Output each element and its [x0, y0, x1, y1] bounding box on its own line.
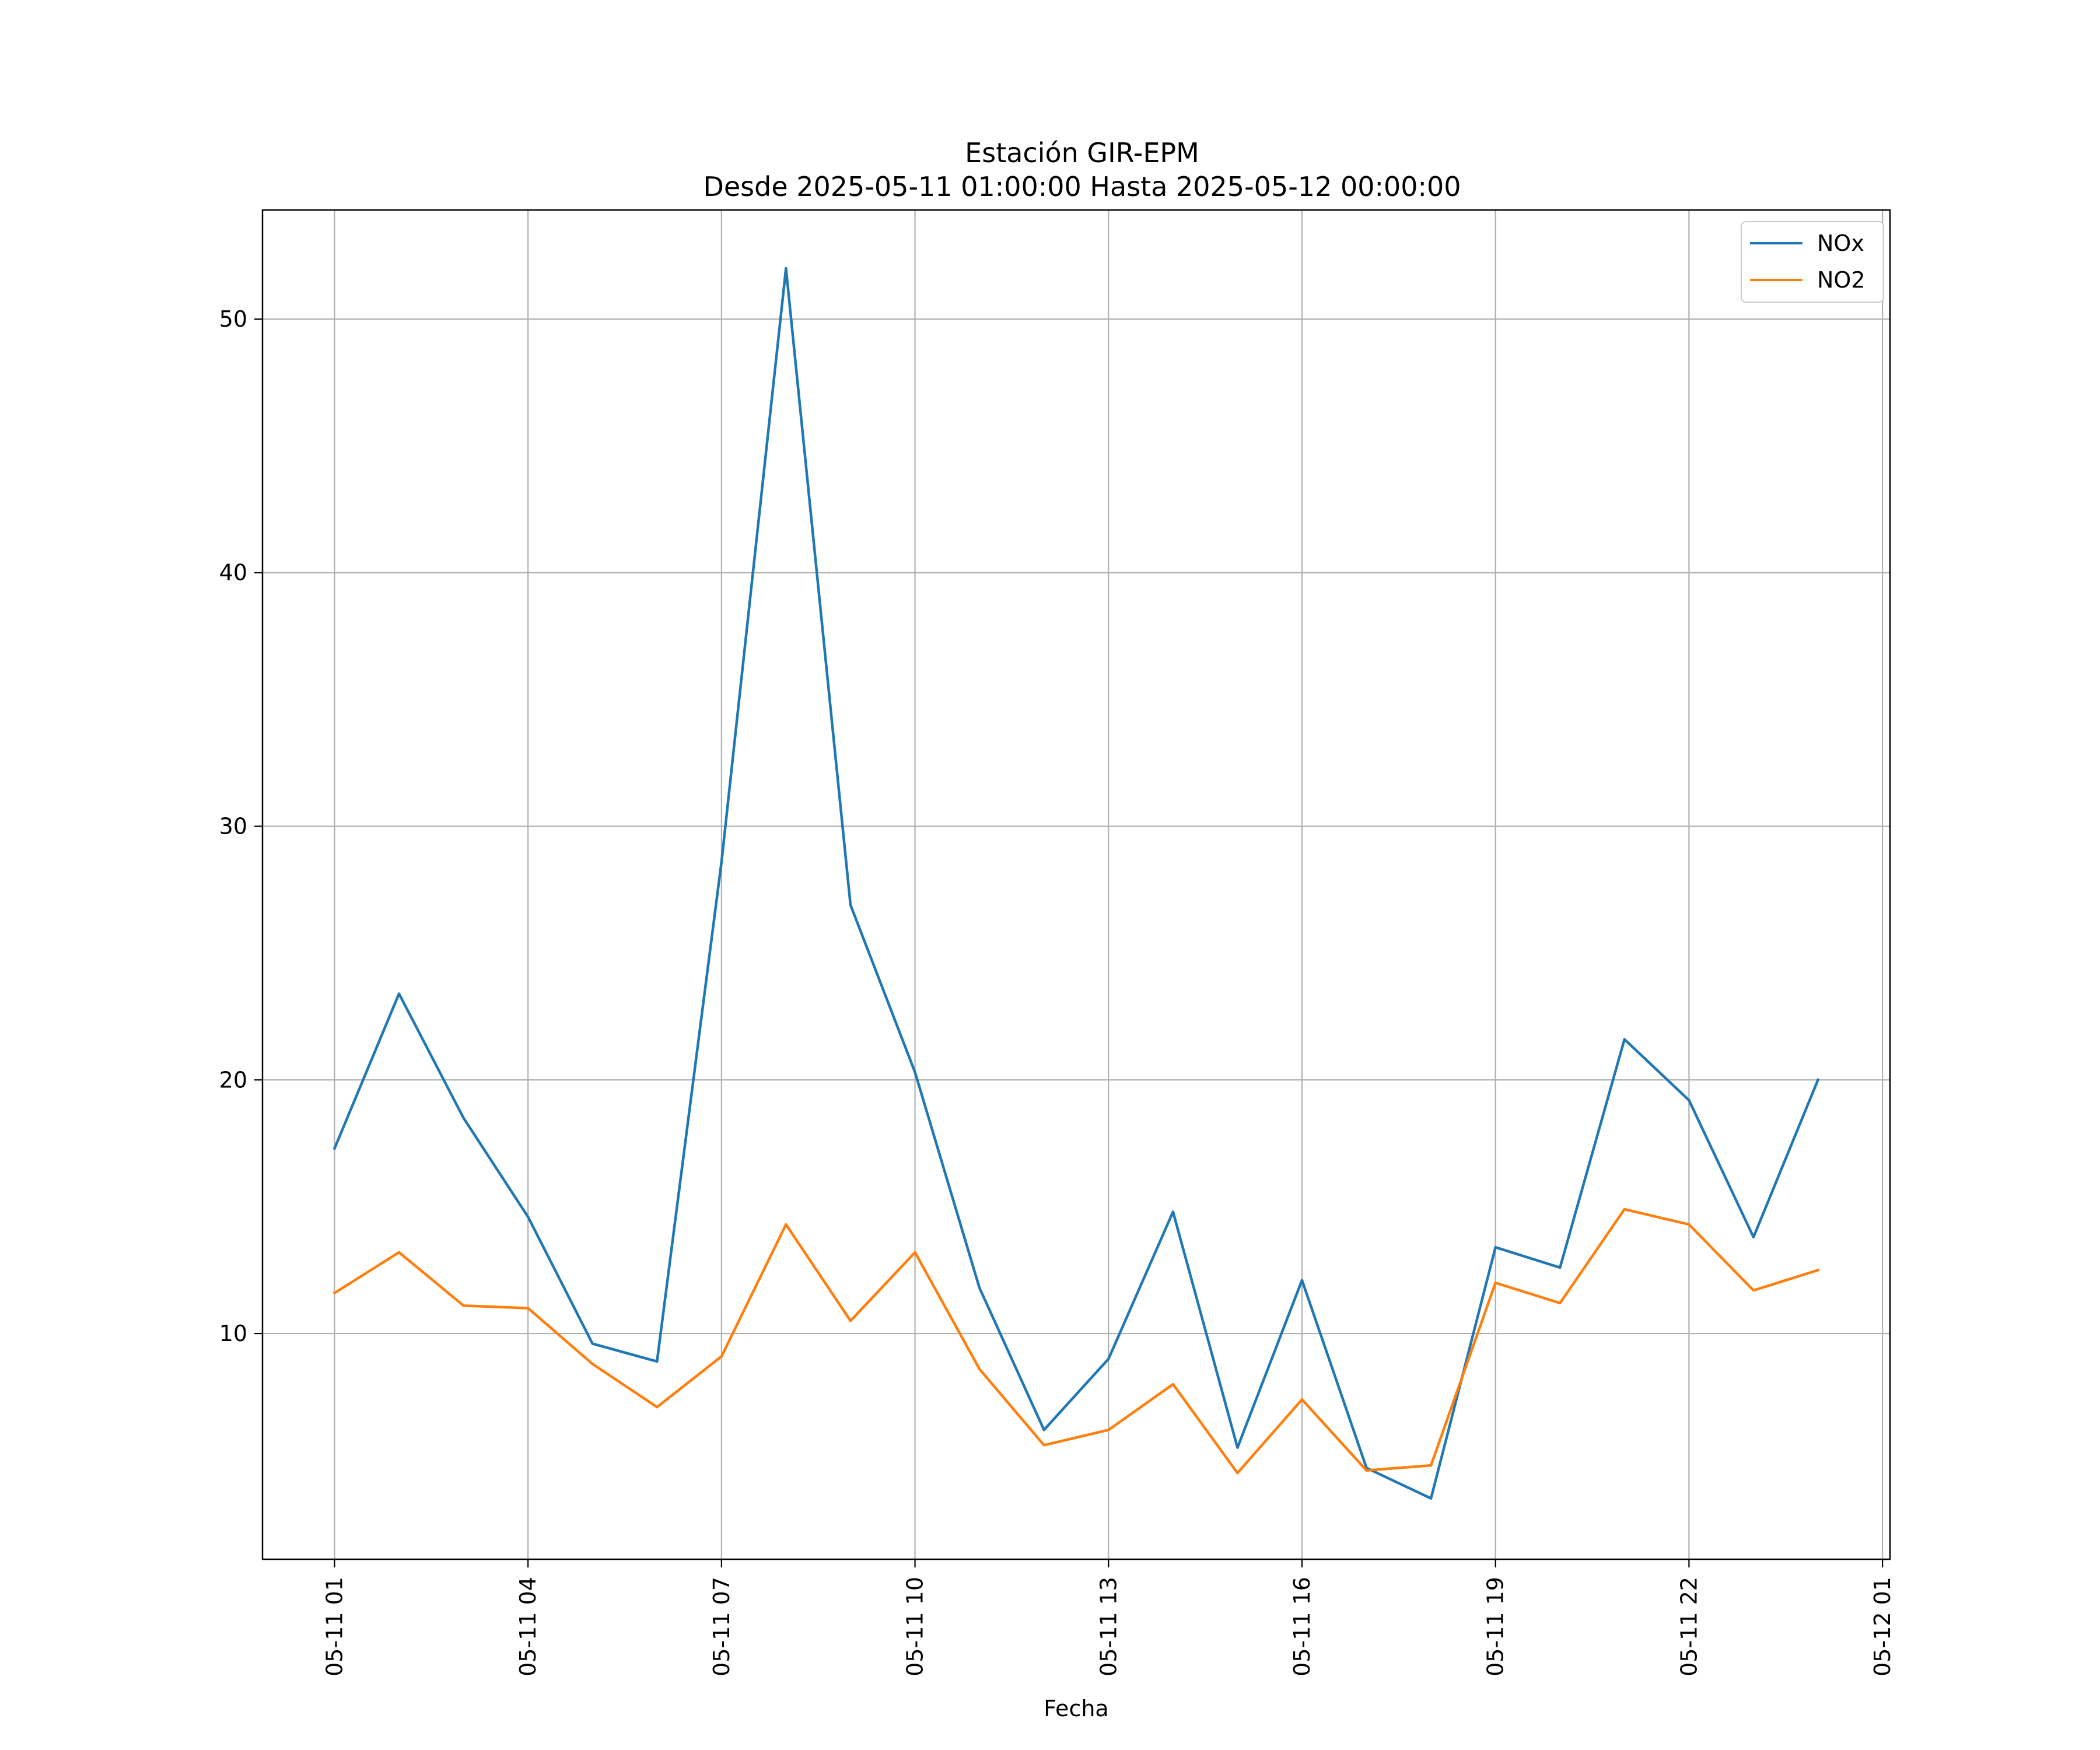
x-tick-label: 05-11 01 — [321, 1577, 347, 1676]
axis-ticks — [254, 318, 1884, 1567]
plot-area-frame — [261, 209, 1891, 1560]
x-tick-label: 05-11 16 — [1289, 1577, 1315, 1676]
grid-lines — [262, 210, 1890, 1559]
legend-label-nox: NOx — [1817, 230, 1864, 256]
x-tick-label: 05-12 01 — [1870, 1577, 1895, 1676]
chart-subtitle: Desde 2025-05-11 01:00:00 Hasta 2025-05-… — [703, 171, 1461, 202]
series-line-nox — [332, 267, 1820, 1500]
y-tick-label: 30 — [219, 814, 247, 839]
y-tick-label: 50 — [219, 306, 247, 332]
x-axis-tick-labels: 05-11 01 05-11 04 05-11 07 05-11 10 05-11 13… — [321, 1577, 1895, 1676]
legend-box — [1741, 221, 1884, 303]
y-tick-label: 20 — [219, 1067, 247, 1093]
y-axis-tick-labels: 10 20 30 40 50 — [219, 306, 247, 1346]
x-axis-title: Fecha — [1044, 1696, 1108, 1721]
legend-label-no2: NO2 — [1817, 267, 1866, 293]
x-tick-label: 05-11 22 — [1676, 1577, 1702, 1676]
chart-title: Estación GIR-EPM — [965, 137, 1199, 169]
legend: NOx NO2 — [1741, 221, 1884, 303]
x-tick-label: 05-11 10 — [902, 1577, 928, 1676]
series-line-no2 — [332, 1208, 1820, 1475]
x-tick-label: 05-11 04 — [515, 1577, 541, 1676]
y-tick-label: 10 — [219, 1321, 247, 1346]
x-tick-label: 05-11 07 — [709, 1577, 734, 1676]
series-lines — [332, 267, 1820, 1500]
x-tick-label: 05-11 13 — [1096, 1577, 1121, 1676]
x-tick-label: 05-11 19 — [1483, 1577, 1508, 1676]
y-tick-label: 40 — [219, 560, 247, 586]
